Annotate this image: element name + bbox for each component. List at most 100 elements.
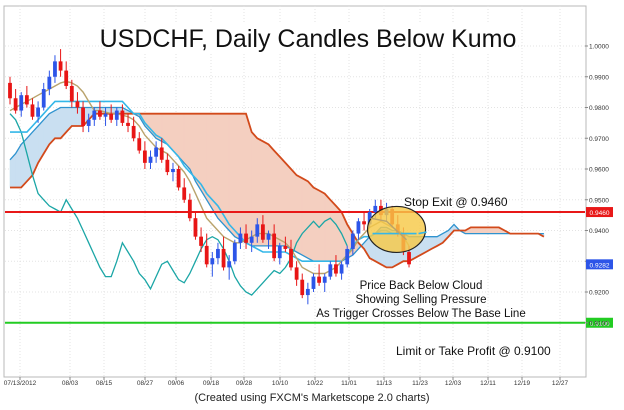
candle-body-61 bbox=[350, 233, 355, 249]
highlight bbox=[366, 205, 427, 254]
candle-body-3 bbox=[24, 95, 29, 105]
candle-body-11 bbox=[69, 85, 74, 102]
candle-body-14 bbox=[86, 119, 91, 126]
candle-body-47 bbox=[272, 233, 277, 259]
x-tick-label-7: 10/10 bbox=[272, 380, 289, 387]
candle-body-35 bbox=[204, 245, 209, 265]
candle-body-50 bbox=[289, 248, 293, 268]
candle-body-63 bbox=[362, 221, 366, 225]
stop-exit-annotation: Stop Exit @ 0.9460 bbox=[404, 195, 508, 209]
x-tick-label-6: 09/28 bbox=[236, 380, 253, 387]
senkou-span-a-line bbox=[9, 106, 544, 262]
candle-body-13 bbox=[81, 107, 85, 126]
candle-body-18 bbox=[109, 113, 114, 120]
candle-body-25 bbox=[148, 156, 153, 163]
cloud-segment-58 bbox=[335, 205, 342, 262]
cloud-segment-2 bbox=[20, 137, 28, 189]
y-tick-label-0: 1.0000 bbox=[589, 44, 609, 51]
cloud-segment-52 bbox=[301, 177, 309, 259]
x-tick-label-9: 11/01 bbox=[341, 380, 357, 387]
y-tick-label-2: 0.9800 bbox=[589, 105, 609, 112]
candle-body-12 bbox=[75, 101, 80, 108]
horizontal-lines bbox=[5, 211, 585, 324]
annotation-line-3: As Trigger Crosses Below The Base Line bbox=[316, 308, 525, 320]
candle-body-33 bbox=[193, 218, 198, 237]
chart-title: USDCHF, Daily Candles Below Kumo bbox=[100, 25, 517, 53]
source-caption: (Created using FXCM's Marketscope 2.0 ch… bbox=[194, 392, 430, 404]
date-axis: 07/13/2012 08/03 08/15 08/27 09/06 09/18 09/28… bbox=[4, 377, 569, 387]
candle-body-62 bbox=[356, 221, 361, 234]
candle-body-29 bbox=[171, 169, 175, 173]
candle-body-58 bbox=[334, 264, 338, 274]
highlight-ellipse bbox=[366, 205, 427, 254]
candle-body-46 bbox=[266, 233, 271, 240]
x-tick-label-2: 08/15 bbox=[96, 380, 113, 387]
x-tick-label-1: 08/03 bbox=[62, 380, 79, 387]
ichimoku-chart: 0.9460 0.9100 1.0000 0.9900 0.9800 0.9700 0.96… bbox=[3, 5, 613, 387]
candle-body-36 bbox=[210, 258, 215, 265]
cloud-segment-86 bbox=[493, 227, 500, 234]
cloud-segment-39 bbox=[228, 113, 236, 238]
candle-body-39 bbox=[227, 261, 232, 268]
y-tick-label-4: 0.9600 bbox=[589, 167, 609, 174]
hline-tag-bg-0 bbox=[586, 207, 613, 218]
candle-body-17 bbox=[103, 113, 108, 117]
take-profit-annotation: Limit or Take Profit @ 0.9100 bbox=[396, 344, 551, 358]
candle-body-45 bbox=[261, 224, 265, 240]
y-tick-label-6: 0.9400 bbox=[589, 228, 609, 235]
x-tick-label-4: 09/06 bbox=[168, 380, 185, 387]
y-tick-label-5: 0.9500 bbox=[589, 197, 609, 204]
candle-body-59 bbox=[339, 264, 344, 274]
cloud-segment-51 bbox=[296, 174, 303, 256]
cloud-segment-57 bbox=[330, 198, 337, 262]
hline-tag-label-1: 0.9100 bbox=[590, 321, 610, 328]
ellipse-trigger-line bbox=[370, 217, 408, 241]
candle-body-44 bbox=[255, 224, 260, 237]
cloud-segment-42 bbox=[245, 113, 252, 247]
candle-body-32 bbox=[187, 199, 192, 219]
x-tick-label-5: 09/18 bbox=[203, 380, 220, 387]
candle-body-71 bbox=[407, 252, 411, 265]
x-tick-label-13: 12/11 bbox=[480, 380, 496, 387]
cloud-segment-31 bbox=[183, 113, 191, 170]
candle-body-34 bbox=[199, 236, 203, 246]
x-tick-label-8: 10/22 bbox=[307, 380, 324, 387]
x-tick-label-11: 11/23 bbox=[412, 380, 428, 387]
candle-body-0 bbox=[8, 82, 12, 99]
candle-body-53 bbox=[305, 288, 310, 296]
candle-body-30 bbox=[176, 169, 181, 188]
cloud-segment-85 bbox=[487, 227, 494, 234]
candle-body-49 bbox=[283, 245, 288, 249]
candle-body-41 bbox=[238, 233, 243, 243]
candle-body-4 bbox=[30, 104, 35, 117]
candle-body-20 bbox=[120, 110, 125, 123]
candle-body-27 bbox=[159, 147, 164, 160]
cloud-segment-11 bbox=[71, 107, 78, 127]
candle-body-51 bbox=[294, 267, 299, 280]
hline-tag-label-0: 0.9460 bbox=[590, 210, 610, 217]
cloud-segment-56 bbox=[324, 192, 331, 262]
ellipse-base-line-tail bbox=[418, 231, 427, 235]
cloud-segment-46 bbox=[268, 143, 275, 247]
candle-body-16 bbox=[98, 110, 102, 117]
candle-body-10 bbox=[64, 70, 69, 86]
cloud-segment-53 bbox=[307, 180, 314, 262]
x-tick-label-15: 12/27 bbox=[552, 380, 569, 387]
candle-body-2 bbox=[19, 95, 24, 111]
cloud-segment-84 bbox=[481, 227, 489, 234]
annotation-line-2: Showing Selling Pressure bbox=[355, 294, 486, 306]
price-axis: 0.9460 0.9100 1.0000 0.9900 0.9800 0.9700 0.96… bbox=[585, 44, 613, 328]
x-tick-label-10: 11/13 bbox=[376, 380, 392, 387]
candle-body-24 bbox=[142, 150, 147, 163]
candle-body-65 bbox=[373, 205, 378, 213]
candle-body-6 bbox=[41, 89, 46, 108]
y-tick-label-9: 0.9100 bbox=[589, 320, 609, 327]
candle-body-48 bbox=[277, 245, 282, 259]
cloud-segment-29 bbox=[172, 113, 179, 158]
candle-body-57 bbox=[328, 264, 333, 277]
cloud-segment-47 bbox=[273, 149, 281, 247]
candle-body-52 bbox=[300, 279, 305, 296]
candle-body-23 bbox=[137, 138, 142, 151]
candle-body-43 bbox=[249, 236, 254, 243]
candle-body-21 bbox=[126, 122, 130, 126]
